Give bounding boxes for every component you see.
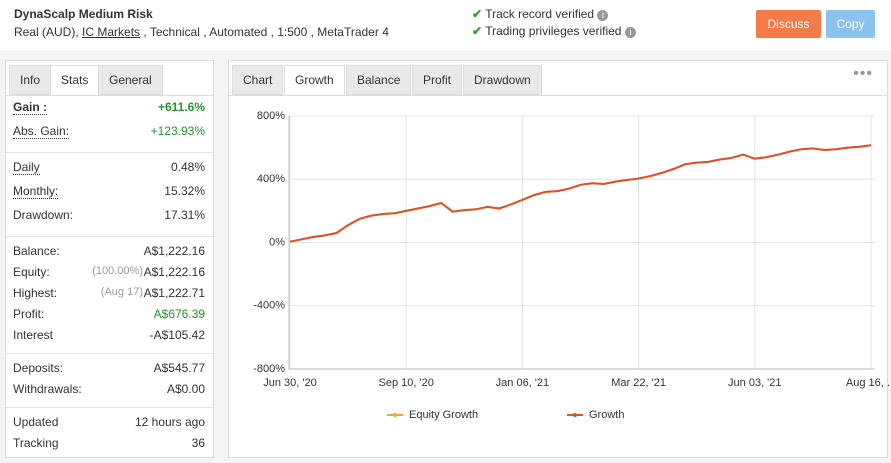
stat-note: (100.00%) bbox=[92, 265, 143, 277]
stat-row: Highest: (Aug 17) A$1,222.71 bbox=[13, 286, 205, 306]
line-series bbox=[289, 144, 872, 243]
legend-label: Growth bbox=[589, 409, 624, 421]
info: , Technical , Automated , 1:500 , MetaTr… bbox=[143, 25, 389, 39]
x-tick-label: Jun 03, '21 bbox=[728, 377, 781, 389]
stat-value: +611.6% bbox=[157, 100, 205, 114]
stat-value: A$1,222.16 bbox=[143, 265, 205, 279]
tab[interactable]: Profit bbox=[412, 65, 463, 95]
verified-text: Track record verified bbox=[485, 7, 595, 21]
verification: ✔ Trading privileges verified i bbox=[472, 24, 636, 38]
chart-panel: ••• Chart Growth Balance Profit Drawdown bbox=[228, 60, 888, 458]
divider bbox=[6, 152, 213, 153]
stat-label: Gain : bbox=[13, 100, 48, 115]
tab[interactable]: Drawdown bbox=[463, 65, 542, 95]
stat-label: Abs. Gain: bbox=[13, 124, 70, 139]
header: DynaScalp Medium Risk Real (AUD), IC Mar… bbox=[0, 0, 891, 50]
stat-label: Highest: bbox=[13, 286, 58, 300]
stat-value: A$0.00 bbox=[166, 382, 205, 396]
stat-value: A$676.39 bbox=[153, 307, 205, 321]
stat-row: Updated 12 hours ago bbox=[13, 415, 205, 435]
stat-value: A$1,222.71 bbox=[143, 286, 205, 300]
stat-row: Interest -A$105.42 bbox=[13, 328, 205, 348]
info: Real (AUD), bbox=[14, 25, 79, 39]
x-tick-label: Jun 30, '20 bbox=[263, 377, 316, 389]
stat-row: Withdrawals: A$0.00 bbox=[13, 382, 205, 402]
legend-marker bbox=[393, 413, 397, 417]
stat-label: Deposits: bbox=[13, 361, 64, 375]
stat-label: Profit: bbox=[13, 307, 45, 321]
stat-label: Balance: bbox=[13, 244, 60, 258]
stat-value: 12 hours ago bbox=[134, 415, 205, 429]
stat-label: Daily bbox=[13, 160, 40, 175]
y-tick-label: -400% bbox=[253, 300, 285, 312]
legend-label: Equity Growth bbox=[409, 409, 478, 421]
stat-value: A$1,222.16 bbox=[143, 244, 205, 258]
stat-row: Profit: A$676.39 bbox=[13, 307, 205, 327]
y-tick-label: 400% bbox=[257, 173, 285, 185]
tab[interactable]: Info bbox=[9, 65, 52, 95]
stat-row: Abs. Gain: +123.93% bbox=[13, 124, 205, 144]
y-tick-label: 800% bbox=[257, 110, 285, 122]
stat-label: Withdrawals: bbox=[13, 382, 82, 396]
stat-row: Tracking 36 bbox=[13, 436, 205, 456]
stat-row: Gain : +611.6% bbox=[13, 100, 205, 120]
stat-row: Daily 0.48% bbox=[13, 160, 205, 180]
x-tick-label: Sep 10, '20 bbox=[379, 377, 434, 389]
x-tick-label: Mar 22, '21 bbox=[611, 377, 666, 389]
tab[interactable]: Balance bbox=[346, 65, 412, 95]
stat-label: Tracking bbox=[13, 436, 59, 450]
stat-row: Deposits: A$545.77 bbox=[13, 361, 205, 381]
stat-row: Balance: A$1,222.16 bbox=[13, 244, 205, 264]
discuss-button[interactable]: Discuss bbox=[756, 10, 821, 38]
broker-link[interactable]: IC Markets bbox=[82, 25, 141, 39]
tab[interactable]: General bbox=[98, 65, 163, 95]
stat-label: Interest bbox=[13, 328, 54, 342]
stat-note: (Aug 17) bbox=[100, 286, 143, 298]
copy-button[interactable]: Copy bbox=[826, 10, 875, 38]
tab[interactable]: Growth bbox=[284, 65, 345, 95]
account-info: Real (AUD), IC Markets , Technical , Aut… bbox=[14, 25, 389, 39]
stat-row: Monthly: 15.32% bbox=[13, 184, 205, 204]
stat-label: Drawdown: bbox=[13, 208, 74, 222]
line-series bbox=[289, 144, 872, 243]
stat-value: +123.93% bbox=[150, 124, 205, 138]
divider bbox=[6, 236, 213, 237]
verified-text: Trading privileges verified bbox=[485, 24, 622, 38]
stat-value: 0.48% bbox=[170, 160, 205, 174]
stat-value: 36 bbox=[191, 436, 205, 450]
stat-value: 17.31% bbox=[164, 208, 205, 222]
x-tick-label: Jan 06, '21 bbox=[496, 377, 549, 389]
divider bbox=[6, 353, 213, 354]
y-tick-label: -800% bbox=[253, 363, 285, 375]
divider bbox=[6, 95, 213, 96]
verification: ✔ Track record verified i bbox=[472, 7, 609, 21]
tab[interactable]: Stats bbox=[50, 65, 100, 95]
stat-value: -A$105.42 bbox=[149, 328, 205, 342]
divider bbox=[6, 407, 213, 408]
stat-label: Monthly: bbox=[13, 184, 59, 199]
divider bbox=[229, 95, 887, 96]
stat-value: A$545.77 bbox=[153, 361, 205, 375]
y-tick-label: 0% bbox=[269, 236, 285, 248]
stat-row: Equity: (100.00%) A$1,222.16 bbox=[13, 265, 205, 285]
stat-row: Drawdown: 17.31% bbox=[13, 208, 205, 228]
stat-label: Equity: bbox=[13, 265, 50, 279]
title: DynaScalp Medium Risk bbox=[14, 7, 153, 21]
stat-label: Updated bbox=[13, 415, 59, 429]
tab[interactable]: Chart bbox=[232, 65, 284, 95]
x-tick-label: Aug 16, ... bbox=[846, 377, 891, 389]
legend-marker bbox=[573, 413, 577, 417]
stat-value: 15.32% bbox=[164, 184, 205, 198]
stats-panel: Info Stats General Gain : +611.6% Abs. Gain: +… bbox=[5, 60, 214, 458]
menu-dots[interactable]: ••• bbox=[853, 65, 873, 82]
